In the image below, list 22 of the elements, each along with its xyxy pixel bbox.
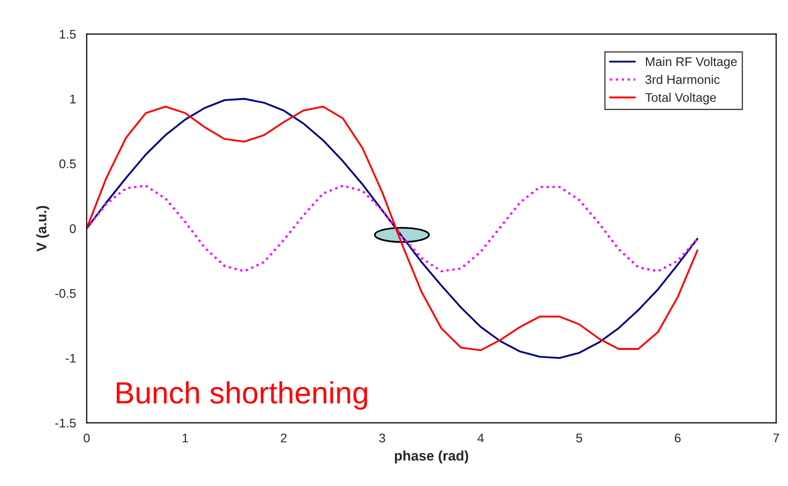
y-tick-label: 0.5 — [59, 159, 76, 168]
legend-label: Total Voltage — [645, 92, 716, 104]
y-tick-label: -1 — [66, 354, 76, 363]
y-axis-title: V (a.u.) — [36, 206, 50, 252]
y-tick-label: -1.5 — [55, 418, 76, 428]
x-tick-label: 2 — [280, 434, 287, 442]
x-tick-label: 3 — [379, 434, 386, 442]
line-series — [86, 184, 698, 272]
x-tick-label: 0 — [84, 434, 90, 442]
x-tick-label: 7 — [773, 434, 780, 442]
x-tick-label: 6 — [674, 434, 681, 442]
annotation: Bunch shorthening — [116, 381, 368, 410]
legend-label: Main RF Voltage — [646, 56, 737, 69]
x-tick-label: 1 — [182, 434, 188, 442]
x-axis-title: phase (rad) — [394, 450, 468, 464]
legend-label: 3rd Harmonic — [645, 74, 720, 84]
y-tick-label: 0 — [70, 224, 76, 234]
y-tick-label: -0.5 — [55, 289, 76, 298]
y-tick-label: 1 — [70, 94, 76, 104]
x-tick-label: 4 — [477, 434, 484, 442]
x-tick-label: 5 — [576, 434, 582, 442]
y-tick-label: 1.5 — [60, 30, 76, 39]
